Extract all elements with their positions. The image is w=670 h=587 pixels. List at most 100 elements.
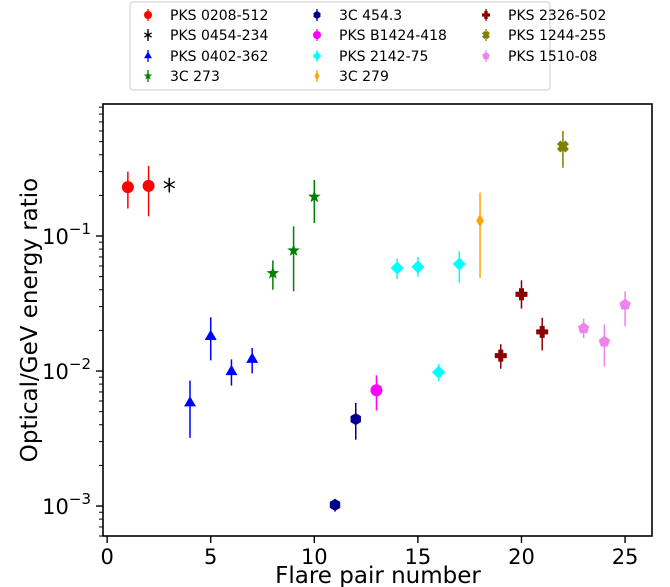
point-marker (121, 181, 134, 194)
data-point (142, 166, 155, 217)
data-point (598, 324, 611, 367)
point-marker (515, 288, 528, 301)
data-point (184, 380, 196, 438)
series-pks-2142-75 (390, 251, 466, 382)
legend-label: PKS 0454-234 (170, 28, 268, 44)
series-pks-2326-502 (494, 280, 549, 369)
legend-marker (143, 71, 153, 80)
legend-label: 3C 273 (170, 69, 220, 85)
legend-label: PKS 2142-75 (339, 49, 428, 65)
point-marker (266, 266, 280, 279)
axes: 0 5 10 15 20 25 10−3 10−2 10−1 (42, 103, 653, 569)
legend-marker (144, 30, 152, 40)
point-marker (225, 364, 238, 376)
point-marker (142, 179, 155, 192)
point-marker (619, 298, 631, 310)
point-marker (350, 413, 361, 426)
legend-label: PKS 0208-512 (170, 8, 268, 24)
legend-entry-pks-b1424-418: PKS B1424-418 (313, 28, 447, 44)
legend-label: 3C 454.3 (339, 8, 402, 24)
legend-label: PKS 1244-255 (508, 28, 606, 44)
series-3c-454-3 (329, 402, 361, 512)
data-point (476, 192, 484, 278)
point-marker (329, 498, 341, 511)
point-marker (577, 322, 590, 334)
point-marker (184, 396, 196, 407)
series-3c-279 (476, 192, 484, 278)
legend-entry-pks-0402-362: PKS 0402-362 (144, 49, 268, 65)
data-point (350, 402, 361, 440)
legend-marker (314, 71, 320, 81)
x-tick-label-25: 25 (612, 545, 639, 569)
data-point (452, 251, 466, 283)
y-axis-label: Optical/GeV energy ratio (17, 178, 43, 463)
series-pks-0208-512 (121, 166, 155, 217)
data-point (163, 177, 176, 193)
data-point (432, 363, 446, 382)
legend-label: PKS B1424-418 (339, 28, 447, 44)
series-pks-0402-362 (184, 317, 259, 438)
series-3c-273 (266, 179, 321, 292)
legend-marker (313, 11, 321, 19)
data-point (246, 348, 259, 374)
legend-entry-pks-0454-234: PKS 0454-234 (144, 28, 268, 44)
legend-entry-pks-1244-255: PKS 1244-255 (481, 28, 606, 44)
legend-label: PKS 2326-502 (508, 8, 606, 24)
y-tick-label-−2: 10−2 (42, 355, 91, 384)
x-tick-label-10: 10 (301, 545, 328, 569)
legend-entry-pks-2326-502: PKS 2326-502 (482, 8, 606, 24)
data-point (308, 179, 321, 223)
data-point (556, 130, 569, 168)
x-tick-label-15: 15 (405, 545, 432, 569)
data-point (266, 260, 280, 290)
legend-marker (144, 51, 152, 59)
legend-marker (481, 30, 491, 40)
data-point (225, 359, 238, 386)
legend-marker (144, 11, 152, 19)
series-pks-0454-234 (163, 177, 176, 193)
legend-frame (129, 1, 551, 91)
data-point (370, 375, 383, 411)
data-point (204, 317, 217, 361)
legend-entry-3c-454-3: 3C 454.3 (313, 8, 402, 24)
point-marker (411, 260, 425, 274)
data-point (287, 226, 300, 292)
data-point (121, 171, 134, 209)
x-tick-label-20: 20 (508, 545, 535, 569)
point-marker (556, 140, 569, 153)
legend-entry-pks-0208-512: PKS 0208-512 (144, 8, 268, 24)
legend-entry-3c-273: 3C 273 (143, 69, 220, 85)
point-marker (246, 352, 259, 363)
legend-entry-pks-1510-08: PKS 1510-08 (482, 49, 597, 65)
legend-entry-3c-279: 3C 279 (314, 69, 389, 85)
point-marker (432, 365, 446, 379)
point-marker (476, 214, 484, 228)
point-marker (204, 329, 217, 341)
point-marker (163, 178, 176, 191)
point-marker (452, 257, 466, 271)
legend: PKS 0208-512 PKS 0454-234 PKS 0402-362 3C 2… (129, 1, 606, 91)
data-point (411, 256, 425, 277)
data-point (390, 258, 404, 280)
y-tick-label-−3: 10−3 (42, 490, 91, 519)
legend-label: 3C 279 (339, 69, 389, 85)
data-point (494, 344, 507, 369)
x-tick-label-0: 0 (100, 545, 113, 569)
x-tick-label-5: 5 (204, 545, 217, 569)
point-marker (390, 261, 404, 275)
series-pks-b1424-418 (370, 375, 383, 411)
legend-marker (313, 31, 321, 39)
axes-frame (102, 103, 653, 537)
data-point (329, 498, 341, 512)
series-pks-1510-08 (577, 291, 631, 367)
point-marker (287, 243, 300, 256)
data-point (577, 318, 590, 339)
x-axis-label: Flare pair number (275, 563, 481, 587)
data-point (619, 291, 631, 327)
point-marker (494, 349, 507, 362)
plot-area (121, 130, 631, 512)
legend-label: PKS 0402-362 (170, 49, 268, 65)
y-tick-label-−1: 10−1 (42, 220, 91, 249)
point-marker (536, 325, 549, 338)
